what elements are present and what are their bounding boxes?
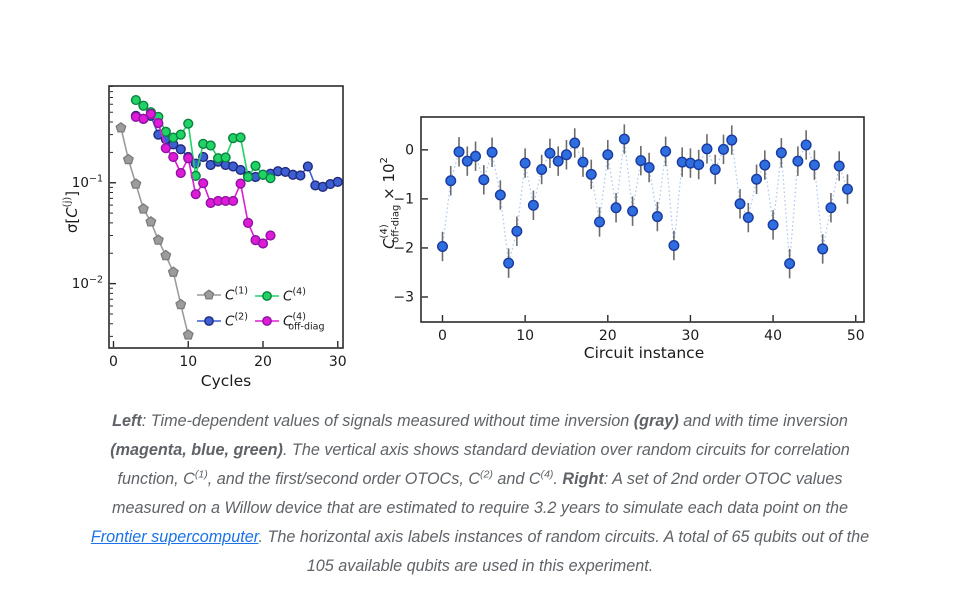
right-xlabel: Circuit instance xyxy=(584,344,704,362)
figure-caption: Left: Time-dependent values of signals m… xyxy=(30,407,930,581)
caption-text: Left xyxy=(112,412,142,430)
legend: C(1) C(2) C(4) C(4) off-diag xyxy=(197,285,325,333)
legend-label-C1: C(1) xyxy=(225,285,248,303)
caption-line: measured on a Willow device that are est… xyxy=(30,494,930,523)
right-plot: 0 10 20 30 40 50 0 −1 −2 −3 C(4)off-diag × 102 Cir… xyxy=(379,116,865,362)
caption-text: : A set of 2nd order OTOC values xyxy=(603,470,843,488)
left-xtick-label: 0 xyxy=(109,354,118,370)
series-C4offdiag xyxy=(130,108,276,249)
caption-text: , and the first/second order OTOCs, C xyxy=(207,470,481,488)
frontier-supercomputer-link[interactable]: Frontier supercomputer xyxy=(90,528,259,546)
right-ylabel: C(4)off-diag × 102 xyxy=(379,157,401,249)
left-xtick-label: 10 xyxy=(179,354,197,370)
caption-text: and with time inversion xyxy=(678,412,848,430)
caption-text: : Time-dependent values of signals measu… xyxy=(141,412,634,430)
caption-line: (magenta, blue, green). The vertical axi… xyxy=(30,436,930,465)
left-xlabel: Cycles xyxy=(201,372,251,390)
right-xtick-label: 40 xyxy=(764,328,782,344)
caption-text: (magenta, blue, green) xyxy=(110,441,283,459)
left-plot-axes: 10−1 10−2 0 10 20 30 σ[C(j)] C(1) C(2) C(4) C(4) of… xyxy=(62,85,347,370)
right-axis-ticks: 0 10 20 30 40 50 0 −1 −2 −3 xyxy=(393,142,864,344)
left-xtick-label: 20 xyxy=(254,354,272,370)
legend-label-C4: C(4) xyxy=(283,286,306,304)
caption-text: function, C xyxy=(117,470,195,488)
left-plot-frame xyxy=(108,85,344,349)
caption-text: . The vertical axis shows standard devia… xyxy=(282,441,850,459)
series-C1 xyxy=(115,122,194,340)
caption-text: . xyxy=(553,470,563,488)
right-xtick-label: 20 xyxy=(599,328,617,344)
caption-line: Left: Time-dependent values of signals m… xyxy=(30,407,930,436)
caption-line: Frontier supercomputer. The horizontal a… xyxy=(30,523,930,552)
right-xtick-label: 50 xyxy=(847,328,865,344)
right-ytick-label: −3 xyxy=(393,289,414,305)
right-ytick-label: −2 xyxy=(393,240,414,256)
caption-text: 105 available qubits are used in this ex… xyxy=(306,557,654,575)
right-xtick-label: 30 xyxy=(682,328,700,344)
left-plot: 10−1 10−2 0 10 20 30 σ[C(j)] C(1) C(2) C(4) C(4) of… xyxy=(62,85,347,390)
caption-text: (2) xyxy=(480,468,493,481)
right-xtick-label: 10 xyxy=(516,328,534,344)
caption-text: measured on a Willow device that are est… xyxy=(112,499,848,517)
left-ytick-label: 10−1 xyxy=(72,174,103,192)
right-ytick-label: 0 xyxy=(405,142,414,158)
caption-text: (1) xyxy=(194,468,208,481)
caption-text: (4) xyxy=(540,468,554,481)
caption-text: Right xyxy=(562,470,604,488)
right-ytick-label: −1 xyxy=(393,191,414,207)
right-xtick-label: 0 xyxy=(438,328,447,344)
caption-text: . The horizontal axis labels instances o… xyxy=(258,528,870,546)
legend-label-C4offdiag: C(4) off-diag xyxy=(283,311,325,332)
series-C4offdiag-instances xyxy=(436,124,853,279)
left-ytick-label: 10−2 xyxy=(72,275,103,293)
caption-line: 105 available qubits are used in this ex… xyxy=(30,552,930,581)
left-xtick-label: 30 xyxy=(329,354,347,370)
right-plot-axes: 0 10 20 30 40 50 0 −1 −2 −3 C(4)off-diag × 102 xyxy=(379,116,865,344)
right-plot-frame xyxy=(420,116,865,323)
left-ylabel: σ[C(j)] xyxy=(62,191,81,233)
caption-text: and C xyxy=(492,470,541,488)
caption-text: (gray) xyxy=(633,412,679,430)
caption-line: function, C(1), and the first/second ord… xyxy=(30,465,930,494)
legend-label-C2: C(2) xyxy=(225,311,248,329)
series-C4 xyxy=(130,94,276,184)
